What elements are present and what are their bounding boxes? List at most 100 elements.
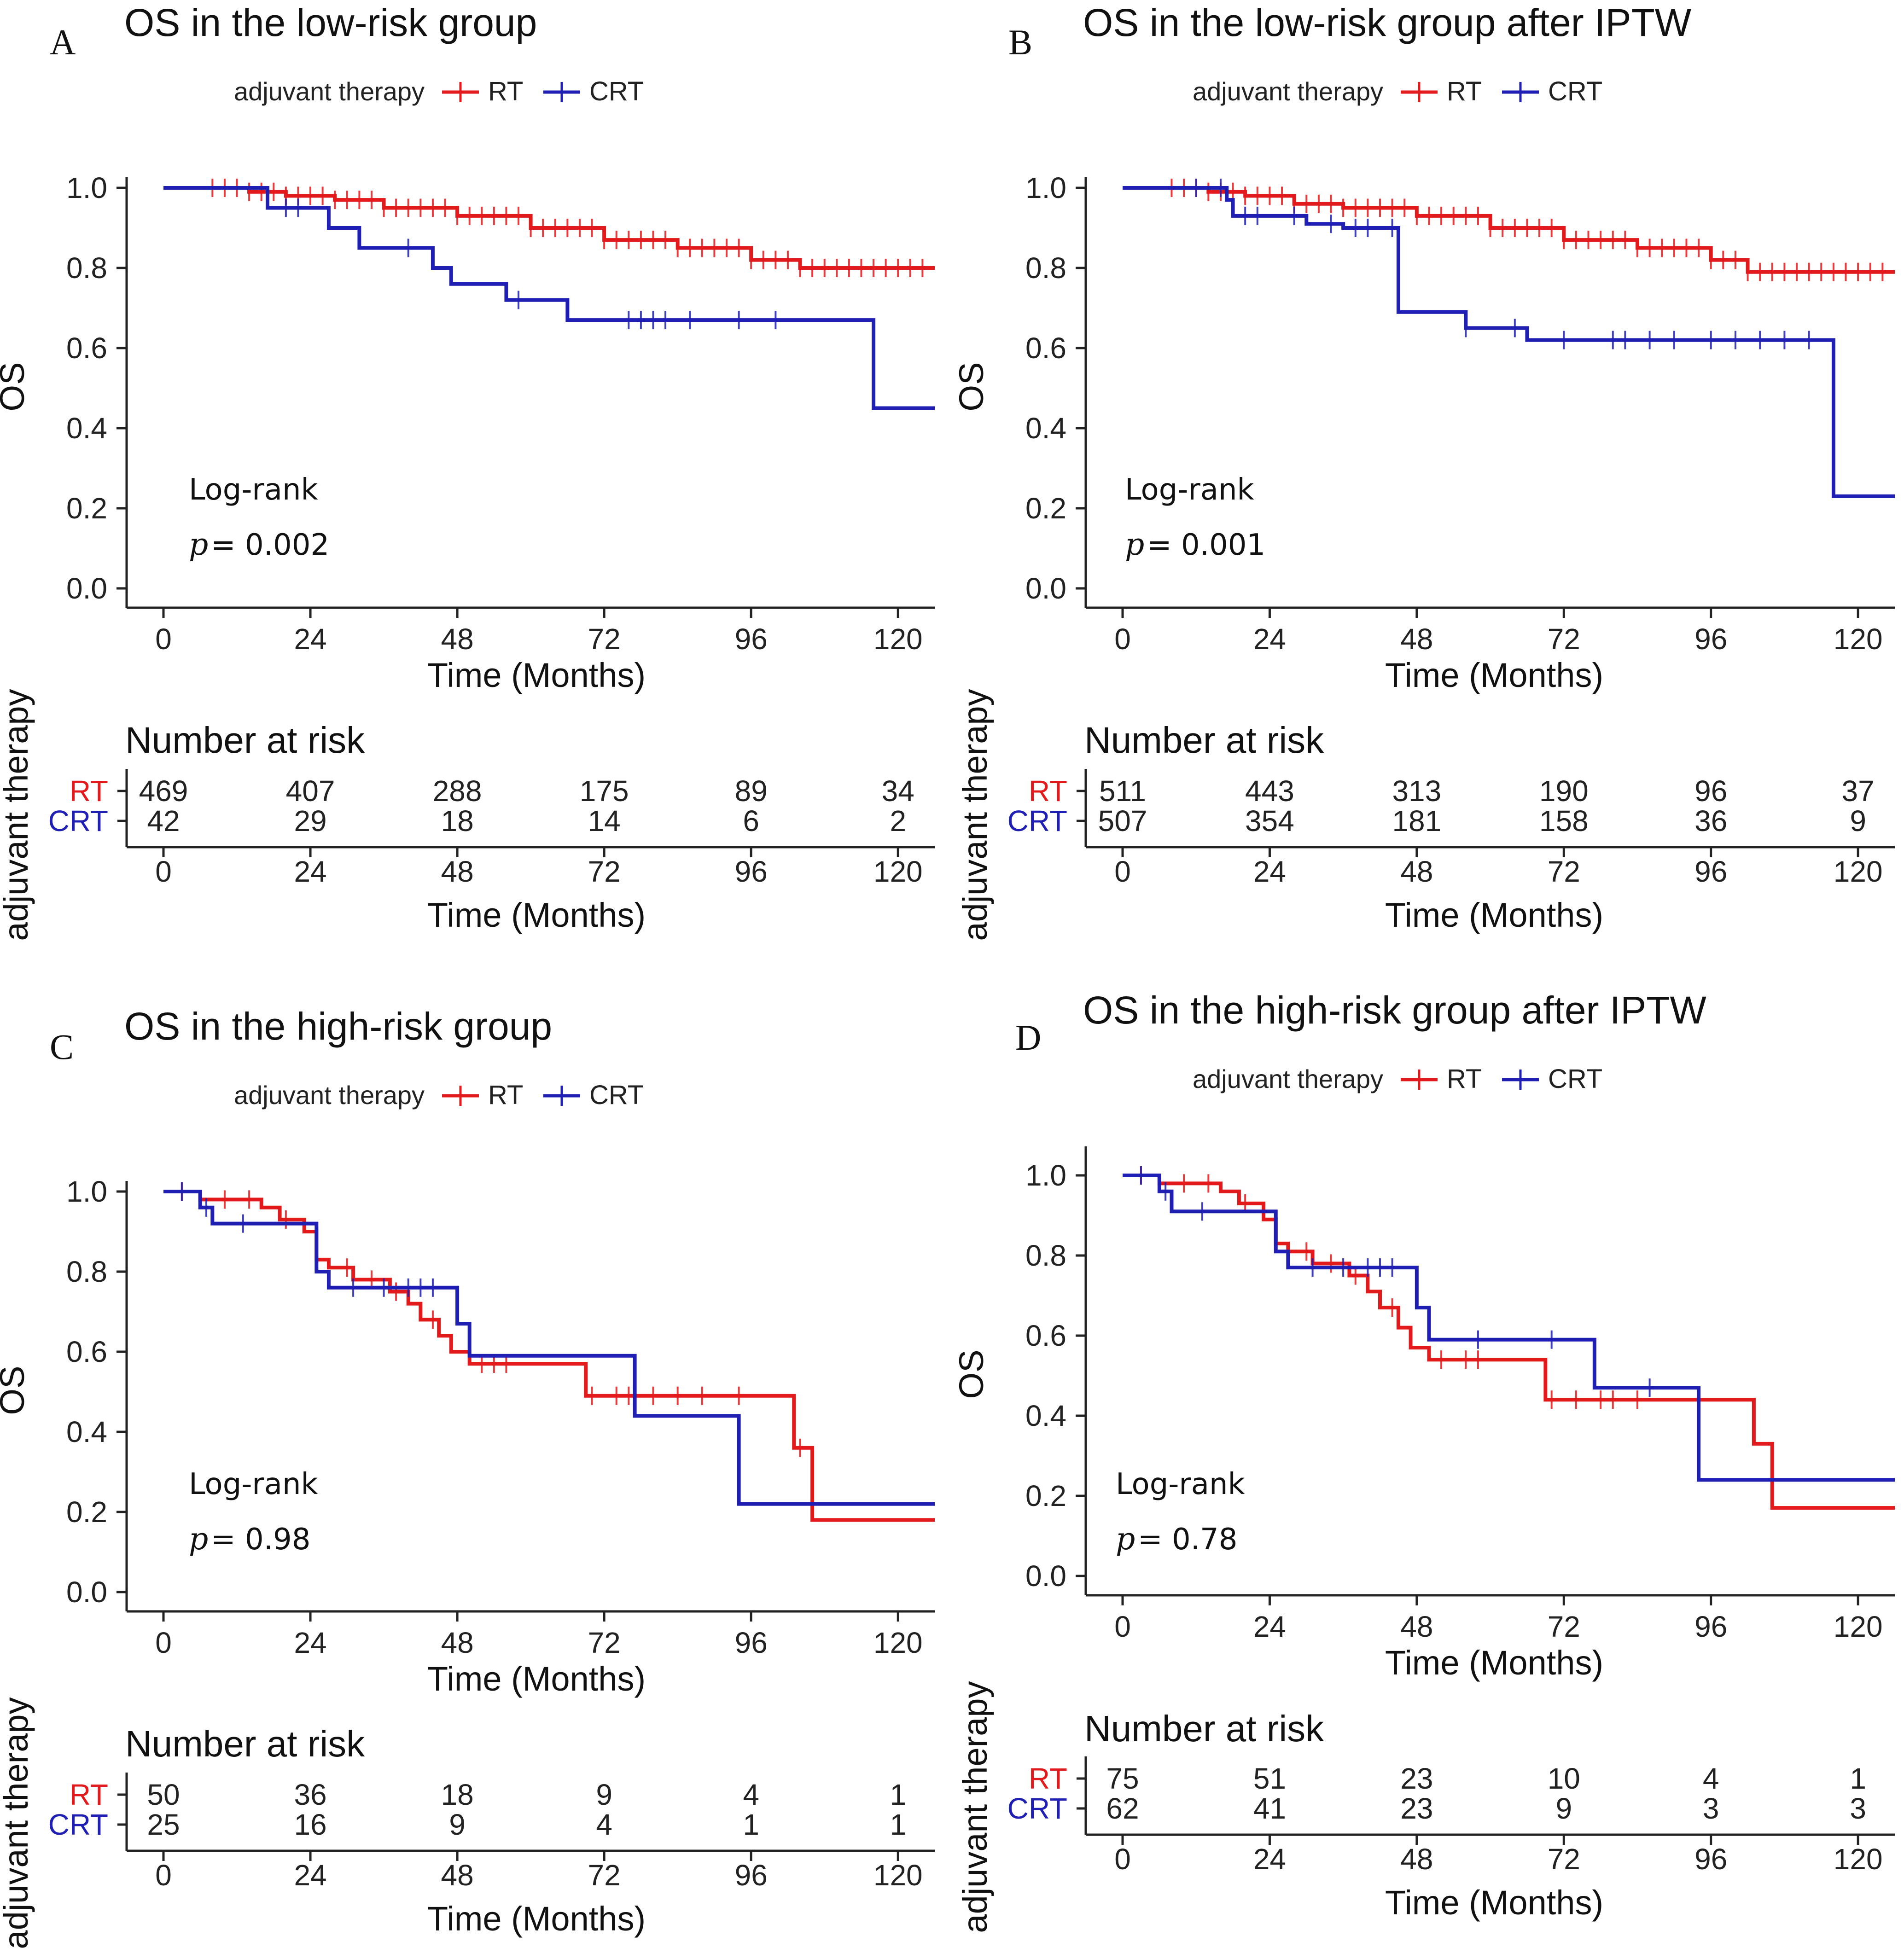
y-tick-label: 0.6 <box>66 331 107 365</box>
legend: adjuvant therapy RT CRT <box>234 76 644 106</box>
x-tick-label: 96 <box>735 1626 768 1659</box>
series-rt <box>1123 1166 1895 1510</box>
risk-value: 1 <box>890 1808 906 1841</box>
y-tick-label: 0.8 <box>1025 1239 1066 1272</box>
risk-value: 1 <box>1850 1762 1866 1795</box>
risk-value: 3 <box>1703 1792 1719 1825</box>
panel-letter: C <box>50 1027 74 1067</box>
risk-x-tick-label: 96 <box>1694 1843 1727 1876</box>
y-tick-label: 0.2 <box>1025 1479 1066 1512</box>
x-tick-label: 0 <box>1114 622 1131 656</box>
risk-value: 4 <box>1703 1762 1719 1795</box>
y-tick-label: 0.8 <box>1025 251 1066 285</box>
risk-x-axis-title: Time (Months) <box>427 896 646 934</box>
risk-row-label-crt: CRT <box>1007 804 1067 837</box>
panel-letter: B <box>1008 22 1032 62</box>
risk-value: 4 <box>596 1808 612 1841</box>
risk-y-axis-title: adjuvant therapy <box>0 689 35 941</box>
risk-value: 34 <box>882 774 914 808</box>
risk-x-axis-title: Time (Months) <box>1385 896 1603 934</box>
risk-x-tick-label: 0 <box>1114 1843 1131 1876</box>
series-crt <box>1123 1166 1895 1482</box>
risk-x-tick-label: 120 <box>1834 855 1883 888</box>
survival-curve-crt <box>163 1190 935 1506</box>
series-rt <box>163 179 935 277</box>
x-tick-label: 48 <box>1400 1610 1433 1643</box>
risk-value: 469 <box>139 774 188 808</box>
series-crt <box>163 1182 935 1506</box>
risk-value: 16 <box>294 1808 326 1841</box>
y-axis-title: OS <box>952 1350 990 1399</box>
logrank-label: Log-rank <box>1125 473 1254 507</box>
risk-value: 354 <box>1245 804 1294 837</box>
risk-row-label-rt: RT <box>70 1778 108 1811</box>
risk-value: 507 <box>1098 804 1147 837</box>
y-tick-label: 0.4 <box>66 1415 107 1448</box>
risk-x-tick-label: 24 <box>294 1859 326 1892</box>
series-rt <box>1123 179 1895 281</box>
logrank-label: Log-rank <box>189 1467 318 1501</box>
risk-x-tick-label: 72 <box>1548 855 1580 888</box>
x-axis-title: Time (Months) <box>427 1660 646 1698</box>
x-tick-label: 120 <box>873 1626 923 1659</box>
panel-d: D OS in the high-risk group after IPTW adj… <box>952 988 1895 1933</box>
panel-letter: D <box>1015 1017 1041 1058</box>
y-tick-label: 0.0 <box>1025 1559 1066 1593</box>
legend-label-crt: CRT <box>589 1080 644 1110</box>
x-tick-label: 24 <box>294 1626 326 1659</box>
risk-value: 41 <box>1253 1792 1286 1825</box>
risk-x-tick-label: 24 <box>294 855 326 888</box>
legend-label-rt: RT <box>1447 1064 1482 1094</box>
risk-value: 181 <box>1392 804 1441 837</box>
risk-x-tick-label: 0 <box>155 1859 172 1892</box>
y-tick-label: 0.4 <box>66 412 107 445</box>
chart-title: OS in the low-risk group after IPTW <box>1083 1 1691 44</box>
risk-x-tick-label: 24 <box>1253 855 1286 888</box>
risk-value: 190 <box>1539 774 1589 808</box>
risk-x-axis-title: Time (Months) <box>427 1900 646 1938</box>
risk-table: Number at risk RT 511 443 313 190 96 37 CRT 507 35… <box>956 689 1895 941</box>
series-rt <box>163 1182 935 1522</box>
risk-value: 23 <box>1400 1792 1433 1825</box>
logrank-label: Log-rank <box>189 473 318 507</box>
survival-curve-rt <box>1123 186 1895 274</box>
x-tick-label: 72 <box>588 622 621 656</box>
risk-x-tick-label: 96 <box>1694 855 1727 888</box>
y-tick-label: 0.8 <box>66 1255 107 1288</box>
risk-value: 36 <box>294 1778 326 1811</box>
risk-value: 1 <box>743 1808 759 1841</box>
y-tick-label: 0.2 <box>66 1495 107 1529</box>
x-tick-label: 72 <box>1548 1610 1580 1643</box>
risk-value: 158 <box>1539 804 1589 837</box>
survival-curve-rt <box>1123 1174 1895 1510</box>
risk-table-title: Number at risk <box>125 1723 365 1764</box>
risk-row-label-crt: CRT <box>1007 1792 1067 1825</box>
risk-y-axis-title: adjuvant therapy <box>0 1697 35 1949</box>
p-symbol: p <box>1116 1521 1135 1557</box>
risk-y-axis-title: adjuvant therapy <box>956 689 994 941</box>
p-value: = 0.98 <box>211 1523 310 1557</box>
series-crt <box>163 186 935 410</box>
y-tick-label: 0.0 <box>66 1575 107 1609</box>
x-tick-label: 96 <box>735 622 768 656</box>
risk-value: 4 <box>743 1778 759 1811</box>
y-tick-label: 0.6 <box>1025 1319 1066 1352</box>
risk-x-tick-label: 0 <box>155 855 172 888</box>
risk-x-tick-label: 0 <box>1114 855 1131 888</box>
risk-value: 14 <box>588 804 621 837</box>
y-tick-label: 1.0 <box>1025 1159 1066 1192</box>
y-tick-label: 1.0 <box>66 1175 107 1208</box>
risk-x-tick-label: 48 <box>441 855 474 888</box>
x-tick-label: 96 <box>1694 622 1727 656</box>
survival-curve-crt <box>163 186 935 410</box>
legend: adjuvant therapy RT CRT <box>1193 76 1602 106</box>
risk-x-tick-label: 48 <box>1400 855 1433 888</box>
risk-value: 9 <box>596 1778 612 1811</box>
x-tick-label: 24 <box>294 622 326 656</box>
risk-x-tick-label: 24 <box>1253 1843 1286 1876</box>
risk-value: 407 <box>286 774 335 808</box>
x-tick-label: 0 <box>155 622 172 656</box>
x-tick-label: 72 <box>588 1626 621 1659</box>
